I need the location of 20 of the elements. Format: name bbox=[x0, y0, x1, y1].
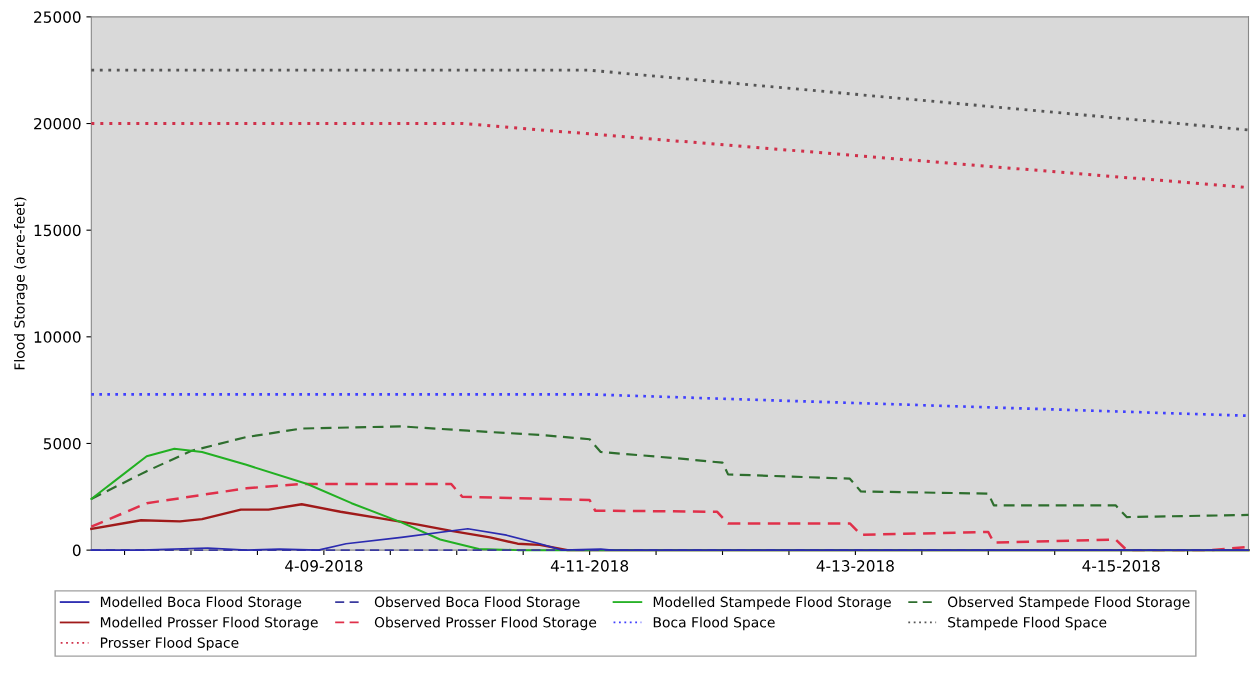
y-tick-label: 20000 bbox=[34, 117, 81, 130]
y-tick-label: 0 bbox=[72, 544, 81, 557]
y-tick-label: 5000 bbox=[43, 437, 81, 450]
legend-label: Modelled Stampede Flood Storage bbox=[653, 596, 891, 610]
legend-label: Stampede Flood Space bbox=[948, 616, 1107, 631]
y-axis-title: Flood Storage (acre-feet) bbox=[14, 197, 28, 370]
legend-label: Prosser Flood Space bbox=[100, 637, 239, 651]
legend-label: Modelled Prosser Flood Storage bbox=[100, 616, 318, 631]
legend-label: Modelled Boca Flood Storage bbox=[100, 596, 302, 610]
x-tick-label: 4-15-2018 bbox=[1082, 560, 1160, 572]
x-tick-label: 4-13-2018 bbox=[816, 560, 894, 572]
x-tick-label: 4-11-2018 bbox=[550, 560, 629, 572]
y-tick-label: 25000 bbox=[34, 11, 81, 23]
y-tick-label: 15000 bbox=[34, 224, 81, 237]
legend-label: Observed Stampede Flood Storage bbox=[947, 596, 1190, 610]
legend-label: Observed Boca Flood Storage bbox=[374, 596, 580, 610]
legend-label: Boca Flood Space bbox=[653, 616, 775, 631]
y-tick-label: 10000 bbox=[34, 331, 81, 343]
x-tick-label: 4-09-2018 bbox=[285, 560, 363, 572]
legend-label: Observed Prosser Flood Storage bbox=[374, 616, 597, 631]
